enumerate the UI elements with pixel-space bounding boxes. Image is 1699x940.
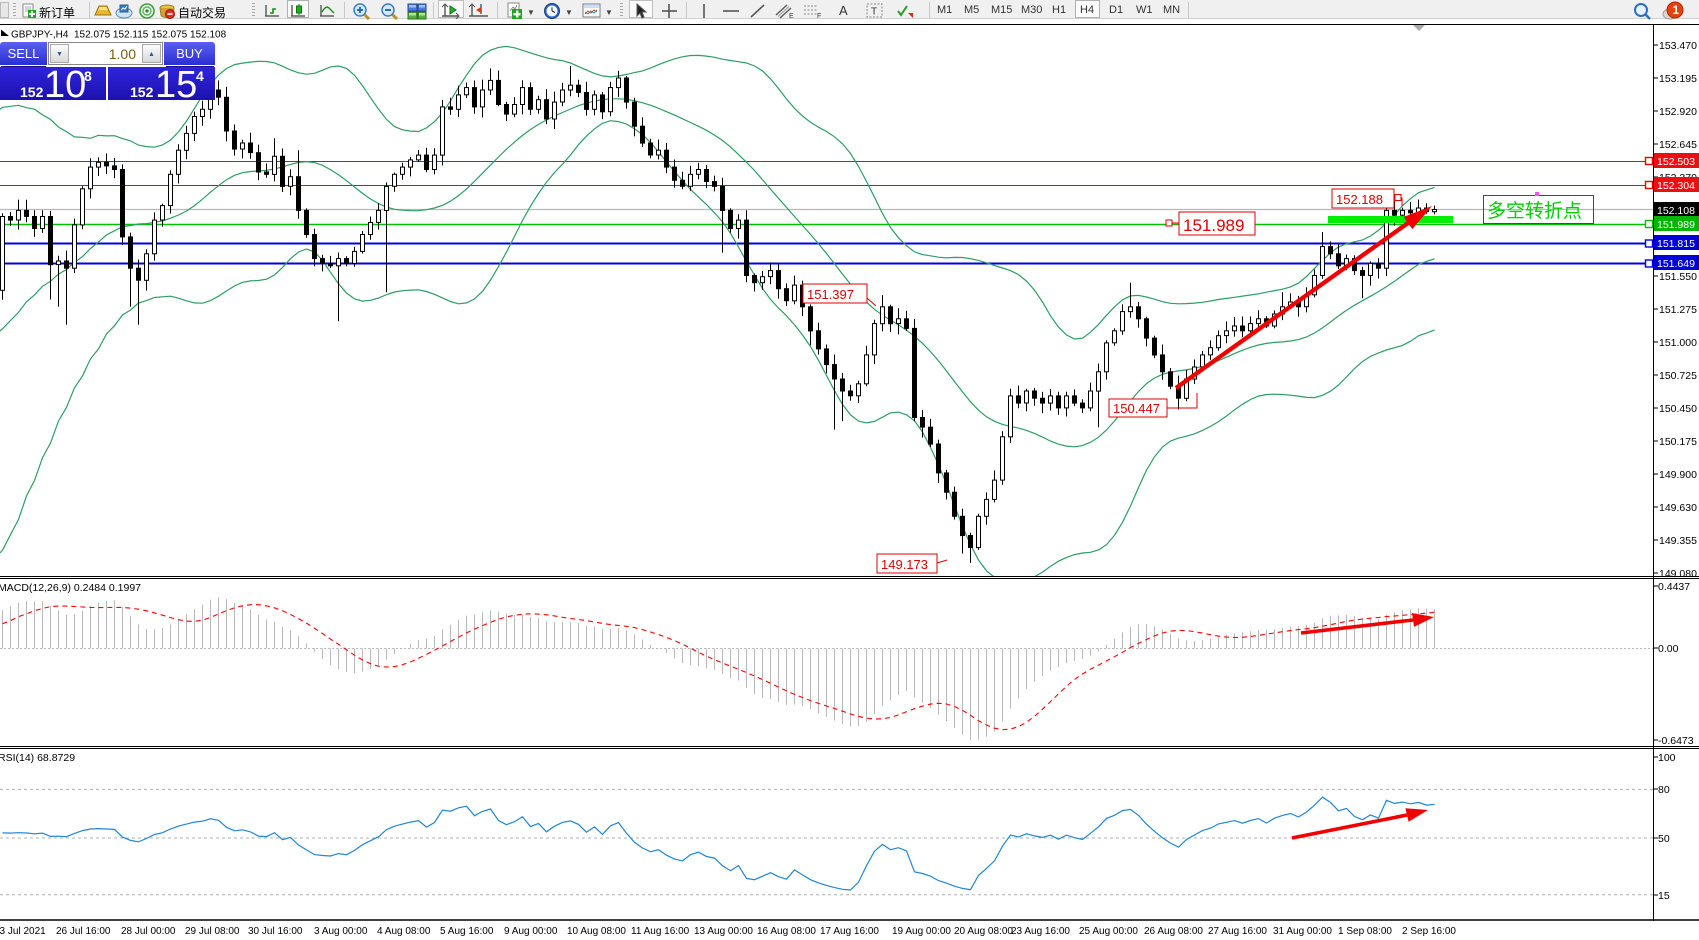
svg-text:50: 50 xyxy=(1658,833,1670,845)
svg-text:23 Aug 16:00: 23 Aug 16:00 xyxy=(1011,926,1070,937)
svg-text:-0.6473: -0.6473 xyxy=(1658,735,1694,747)
svg-text:149.355: 149.355 xyxy=(1659,535,1697,547)
svg-text:149.173: 149.173 xyxy=(881,557,928,572)
svg-text:151.275: 151.275 xyxy=(1659,304,1697,316)
svg-text:152.645: 152.645 xyxy=(1659,139,1697,151)
svg-text:80: 80 xyxy=(1658,784,1670,796)
svg-text:MACD(12,26,9) 0.2484 0.1997: MACD(12,26,9) 0.2484 0.1997 xyxy=(0,582,141,594)
svg-text:E: E xyxy=(789,13,794,19)
svg-text:150.447: 150.447 xyxy=(1113,401,1160,416)
svg-text:151.550: 151.550 xyxy=(1659,271,1697,283)
svg-text:150.450: 150.450 xyxy=(1659,403,1697,415)
svg-text:151.989: 151.989 xyxy=(1183,216,1244,235)
svg-text:152.108: 152.108 xyxy=(1657,205,1695,217)
svg-text:RSI(14) 68.8729: RSI(14) 68.8729 xyxy=(0,752,75,764)
svg-text:20 Aug 08:00: 20 Aug 08:00 xyxy=(954,926,1013,937)
svg-text:2 Sep 16:00: 2 Sep 16:00 xyxy=(1402,926,1456,937)
svg-text:多空转折点: 多空转折点 xyxy=(1487,200,1582,222)
svg-text:1 Sep 08:00: 1 Sep 08:00 xyxy=(1338,926,1392,937)
svg-text:149.080: 149.080 xyxy=(1659,568,1697,580)
svg-text:0.4437: 0.4437 xyxy=(1658,581,1690,593)
svg-text:9 Aug 00:00: 9 Aug 00:00 xyxy=(504,926,558,937)
svg-text:26 Jul 16:00: 26 Jul 16:00 xyxy=(56,926,111,937)
svg-text:GBPJPY-,H4 152.075 152.115 15: GBPJPY-,H4 152.075 152.115 152.075 152.1… xyxy=(11,30,227,41)
svg-text:153.470: 153.470 xyxy=(1659,40,1697,52)
svg-text:152.920: 152.920 xyxy=(1659,106,1697,118)
svg-text:151.000: 151.000 xyxy=(1659,337,1697,349)
svg-text:5 Aug 16:00: 5 Aug 16:00 xyxy=(440,926,494,937)
svg-text:151.397: 151.397 xyxy=(807,287,854,302)
svg-text:3 Aug 00:00: 3 Aug 00:00 xyxy=(314,926,368,937)
svg-text:13 Aug 00:00: 13 Aug 00:00 xyxy=(694,926,753,937)
svg-text:151.815: 151.815 xyxy=(1657,238,1695,250)
svg-text:152.503: 152.503 xyxy=(1657,156,1695,168)
svg-text:152.304: 152.304 xyxy=(1657,180,1695,192)
svg-text:16 Aug 08:00: 16 Aug 08:00 xyxy=(757,926,816,937)
svg-text:11 Aug 16:00: 11 Aug 16:00 xyxy=(631,926,690,937)
svg-text:27 Aug 16:00: 27 Aug 16:00 xyxy=(1208,926,1267,937)
svg-text:1: 1 xyxy=(1673,3,1680,17)
svg-text:149.900: 149.900 xyxy=(1659,469,1697,481)
svg-text:29 Jul 08:00: 29 Jul 08:00 xyxy=(185,926,240,937)
svg-text:15: 15 xyxy=(1658,890,1670,902)
svg-text:10 Aug 08:00: 10 Aug 08:00 xyxy=(567,926,626,937)
svg-text:23 Jul 2021: 23 Jul 2021 xyxy=(0,926,46,937)
svg-text:25 Aug 00:00: 25 Aug 00:00 xyxy=(1079,926,1138,937)
svg-text:153.195: 153.195 xyxy=(1659,73,1697,85)
svg-text:150.175: 150.175 xyxy=(1659,436,1697,448)
svg-text:17 Aug 16:00: 17 Aug 16:00 xyxy=(820,926,879,937)
svg-text:100: 100 xyxy=(1658,752,1676,764)
svg-text:T: T xyxy=(871,7,877,18)
svg-text:149.630: 149.630 xyxy=(1659,502,1697,514)
svg-text:31 Aug 00:00: 31 Aug 00:00 xyxy=(1273,926,1332,937)
svg-text:152.188: 152.188 xyxy=(1336,192,1383,207)
svg-text:26 Aug 08:00: 26 Aug 08:00 xyxy=(1144,926,1203,937)
svg-text:151.989: 151.989 xyxy=(1657,219,1695,231)
svg-text:30 Jul 16:00: 30 Jul 16:00 xyxy=(248,926,303,937)
svg-text:19 Aug 00:00: 19 Aug 00:00 xyxy=(892,926,951,937)
svg-text:28 Jul 00:00: 28 Jul 00:00 xyxy=(121,926,176,937)
svg-text:150.725: 150.725 xyxy=(1659,370,1697,382)
svg-text:4 Aug 08:00: 4 Aug 08:00 xyxy=(377,926,431,937)
svg-text:F: F xyxy=(817,13,821,19)
svg-text:151.649: 151.649 xyxy=(1657,258,1695,270)
svg-text:0.00: 0.00 xyxy=(1658,643,1679,655)
